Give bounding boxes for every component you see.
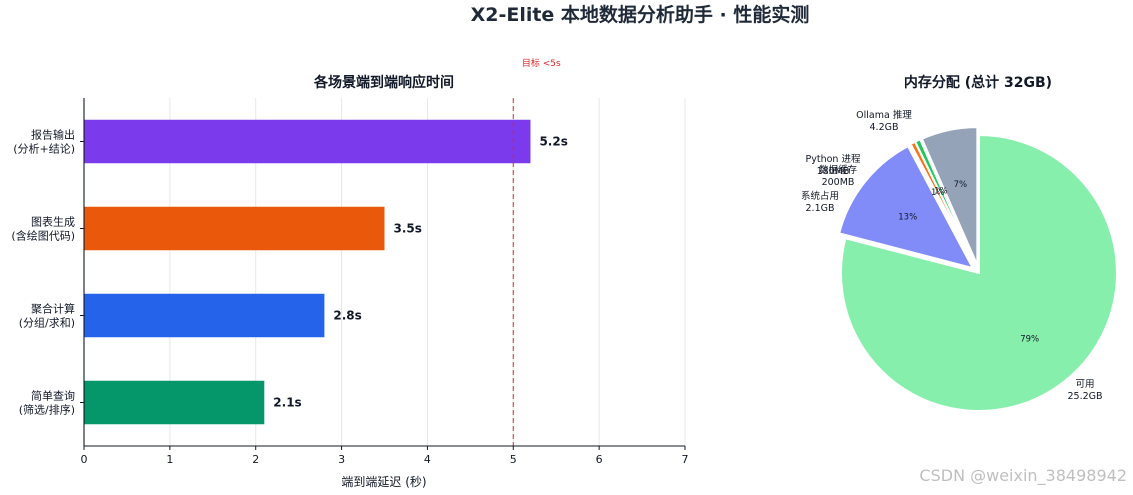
bar-value-label: 2.1s <box>273 396 301 410</box>
pie-slice-label: 可用 25.2GB <box>1067 379 1102 402</box>
bar-x-tick-label: 2 <box>252 453 259 466</box>
bar-value-label: 2.8s <box>333 309 361 323</box>
bar-category-label: 聚合计算(分组/求和) <box>19 302 75 330</box>
pie-slice <box>837 144 975 270</box>
bar <box>84 293 325 338</box>
bar-x-tick-label: 6 <box>596 453 603 466</box>
pie-slice-label: Ollama 推理 4.2GB <box>856 109 912 133</box>
bar-value-label: 5.2s <box>539 135 567 149</box>
bar-x-tick-label: 7 <box>682 453 689 466</box>
bar-axes <box>83 98 685 447</box>
bar-series: 5.2s 3.5s 2.8s 2.1s 目标 <5s <box>84 57 568 446</box>
pie-slice <box>920 126 979 266</box>
pie-labels: 79% 可用 25.2GB 13% Ollama 推理 4.2GB 1% Python 进程 1… <box>801 109 1103 402</box>
bar-x-tick-label: 3 <box>338 453 345 466</box>
bar-category-label: 图表生成(含绘图代码) <box>11 215 75 243</box>
bar-chart-title: 各场景端到端响应时间 <box>313 74 454 91</box>
bar-x-tick-label: 5 <box>510 453 517 466</box>
pie-chart: 内存分配 (总计 32GB) 79% 可用 25.2GB 13% Ollama 推理 4.… <box>801 74 1118 412</box>
pie-slices <box>837 126 1118 412</box>
target-line-label: 目标 <5s <box>522 57 561 69</box>
pie-slice-percent: 79% <box>1020 334 1039 344</box>
pie-slice-percent: 1% <box>934 187 948 197</box>
figure-suptitle: X2-Elite 本地数据分析助手 · 性能实测 <box>471 3 810 26</box>
pie-slice-label: 数据缓存 200MB <box>819 164 858 188</box>
bar-x-tick-label: 4 <box>424 453 431 466</box>
bar <box>84 380 265 425</box>
bar-category-label: 报告输出(分析+结论) <box>13 128 75 156</box>
pie-slice <box>840 133 1118 412</box>
bar-category-label: 简单查询(筛选/排序) <box>19 389 75 417</box>
bar-x-ticks: 0 1 2 3 4 5 6 7 <box>81 446 689 466</box>
pie-chart-title: 内存分配 (总计 32GB) <box>904 74 1052 91</box>
bar <box>84 119 531 164</box>
bar-chart: 各场景端到端响应时间 5.2s 3.5s 2.8s 2.1s 目标 <5s 0 1 2 3 4 5… <box>11 57 688 489</box>
pie-slice-label: 系统占用 2.1GB <box>801 190 839 214</box>
bar-x-tick-label: 1 <box>166 453 173 466</box>
bar-value-label: 3.5s <box>394 222 422 236</box>
pie-slice <box>913 138 977 267</box>
pie-slice-percent: 1% <box>931 188 945 198</box>
bar <box>84 206 385 251</box>
pie-slice-percent: 13% <box>898 213 917 223</box>
watermark: CSDN @weixin_38498942 <box>919 466 1127 485</box>
bar-categories: 报告输出(分析+结论) 图表生成(含绘图代码) 聚合计算(分组/求和) 简单查询(筛选… <box>11 128 84 417</box>
pie-slice-label: Python 进程 180MB <box>806 154 861 177</box>
pie-slice-percent: 7% <box>954 180 968 190</box>
bar-x-tick-label: 0 <box>81 453 88 466</box>
bar-x-axis-label: 端到端延迟 (秒) <box>341 475 426 489</box>
